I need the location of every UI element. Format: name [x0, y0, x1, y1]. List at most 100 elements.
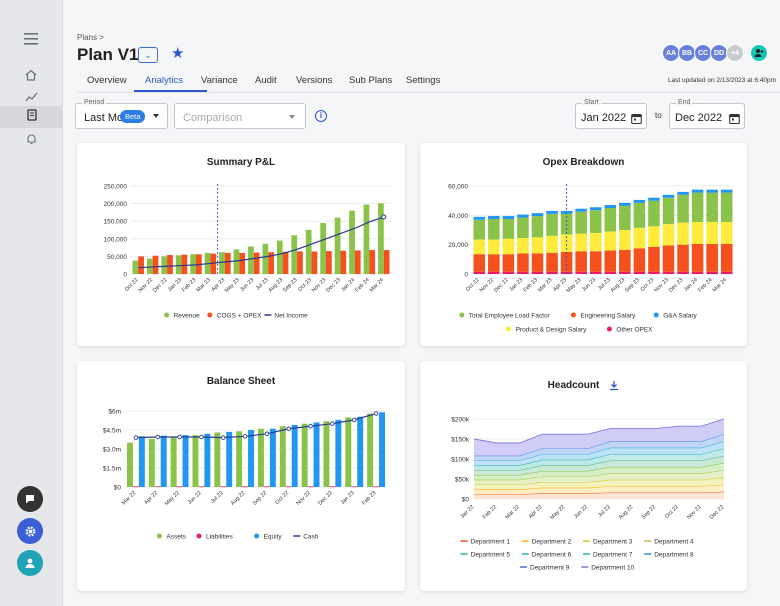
tab-overview[interactable]: Overview: [87, 75, 127, 86]
tab-sub-plans[interactable]: Sub Plans: [349, 75, 393, 86]
end-date-field[interactable]: End Dec 2022: [669, 99, 745, 129]
legend-label: Net Income: [274, 312, 308, 319]
x-tick-label: Sep 22: [252, 490, 269, 507]
cogs-opex-bar: [138, 256, 144, 274]
liabilities-bar: [132, 486, 139, 488]
opex-bar-segment: [473, 254, 486, 272]
assets-bar: [258, 428, 264, 487]
cogs-opex-bar: [210, 253, 217, 274]
equity-bar: [160, 435, 167, 487]
opex-bar-segment: [575, 211, 587, 234]
tab-analytics[interactable]: Analytics: [145, 75, 184, 86]
x-tick-label: Jan 24: [683, 277, 699, 293]
opex-bar-segment: [619, 205, 631, 230]
x-tick-label: May 23: [566, 277, 583, 294]
y-tick-label: $150k: [451, 437, 469, 444]
add-collaborator-button[interactable]: [750, 44, 768, 62]
opex-bar-segment: [662, 197, 675, 225]
avatar[interactable]: DD: [710, 44, 728, 62]
opex-bar-segment: [648, 226, 660, 247]
cogs-opex-bar: [268, 252, 274, 274]
x-tick-label: Mar 24: [712, 277, 728, 293]
liabilities-bar: [285, 486, 292, 488]
y-tick-label: 0: [123, 272, 127, 279]
chevron-down-icon: [289, 115, 295, 119]
cash-point: [177, 434, 182, 440]
opex-bar-segment: [691, 221, 704, 244]
y-tick-label: $0: [114, 485, 122, 492]
opex-bar-segment: [648, 271, 660, 274]
chart-title: Opex Breakdown: [542, 157, 625, 168]
equity-bar: [226, 431, 233, 487]
legend-label: Department 1: [471, 538, 511, 545]
legend-swatch: [196, 533, 202, 539]
comparison-select[interactable]: Comparison: [174, 103, 306, 129]
gear-icon[interactable]: [17, 518, 43, 544]
opex-bar-segment: [648, 197, 660, 201]
opex-bar-segment: [575, 251, 587, 272]
legend-swatch: [570, 312, 576, 318]
x-tick-label: Dec 23: [668, 277, 685, 294]
sidebar-item-plans[interactable]: [0, 106, 63, 128]
opex-bar-segment: [619, 202, 631, 206]
calendar-icon[interactable]: [631, 111, 642, 129]
chat-icon[interactable]: [17, 486, 43, 512]
opex-bar-segment: [633, 202, 646, 228]
user-icon[interactable]: [17, 550, 43, 576]
equity-bar: [357, 416, 364, 487]
x-tick-label: Sep 23: [282, 277, 299, 294]
x-tick-label: Feb 23: [523, 277, 539, 293]
legend-label: Department 3: [593, 538, 633, 545]
liabilities-bar: [176, 486, 183, 488]
headcount-area: [474, 477, 724, 490]
tab-audit[interactable]: Audit: [255, 75, 277, 86]
opex-bar-segment: [662, 224, 675, 246]
headcount-area: [474, 491, 724, 499]
opex-bar-segment: [706, 243, 718, 272]
breadcrumb[interactable]: Plans >: [77, 33, 104, 42]
x-tick-label: Jan 23: [508, 277, 524, 293]
assets-bar: [127, 442, 133, 487]
legend-swatch: [156, 533, 162, 539]
x-tick-label: Mar 23: [537, 277, 553, 293]
analytics-icon[interactable]: [20, 86, 42, 108]
opex-bar-segment: [575, 271, 587, 274]
avatar-more[interactable]: +4: [726, 44, 744, 62]
download-icon[interactable]: [609, 378, 619, 396]
y-tick-label: 150,000: [104, 219, 128, 226]
collaborator-avatars: AA BB CC DD +4: [662, 44, 768, 62]
legend-label: Department 5: [471, 551, 511, 558]
avatar[interactable]: AA: [662, 44, 680, 62]
opex-bar-segment: [488, 219, 500, 240]
tab-versions[interactable]: Versions: [296, 75, 333, 86]
opex-bar-segment: [575, 208, 587, 212]
legend-swatch: [459, 312, 465, 318]
equity-bar: [335, 419, 342, 487]
legend-label: Department 8: [654, 551, 694, 558]
plan-dropdown-button[interactable]: ⌄: [138, 47, 158, 63]
menu-icon[interactable]: [20, 28, 42, 50]
tab-variance[interactable]: Variance: [201, 75, 238, 86]
opex-bar-segment: [517, 238, 529, 254]
x-tick-label: Jan 24: [340, 277, 356, 293]
liabilities-bar: [198, 486, 205, 488]
start-date-field[interactable]: Start Jan 2022: [575, 99, 647, 129]
opex-bar-segment: [517, 253, 529, 272]
cogs-opex-bar: [253, 252, 260, 274]
calendar-icon[interactable]: [729, 111, 740, 129]
y-tick-label: 100,000: [104, 236, 128, 243]
favorite-star-icon[interactable]: ★: [171, 45, 185, 62]
chevron-down-icon: ⌄: [144, 49, 152, 60]
home-icon[interactable]: [20, 64, 42, 86]
active-tab-indicator: [134, 90, 207, 92]
x-tick-label: Nov 22: [686, 504, 703, 521]
cogs-opex-bar: [369, 250, 376, 274]
period-select[interactable]: Period Last Mo Beta: [75, 99, 168, 129]
headcount-area: [474, 455, 724, 475]
info-icon[interactable]: i: [315, 110, 327, 122]
tab-settings[interactable]: Settings: [406, 75, 441, 86]
cash-point: [352, 417, 357, 423]
opex-bar-segment: [589, 207, 602, 211]
bell-icon[interactable]: [20, 128, 42, 150]
chart-title: Headcount: [547, 380, 600, 391]
